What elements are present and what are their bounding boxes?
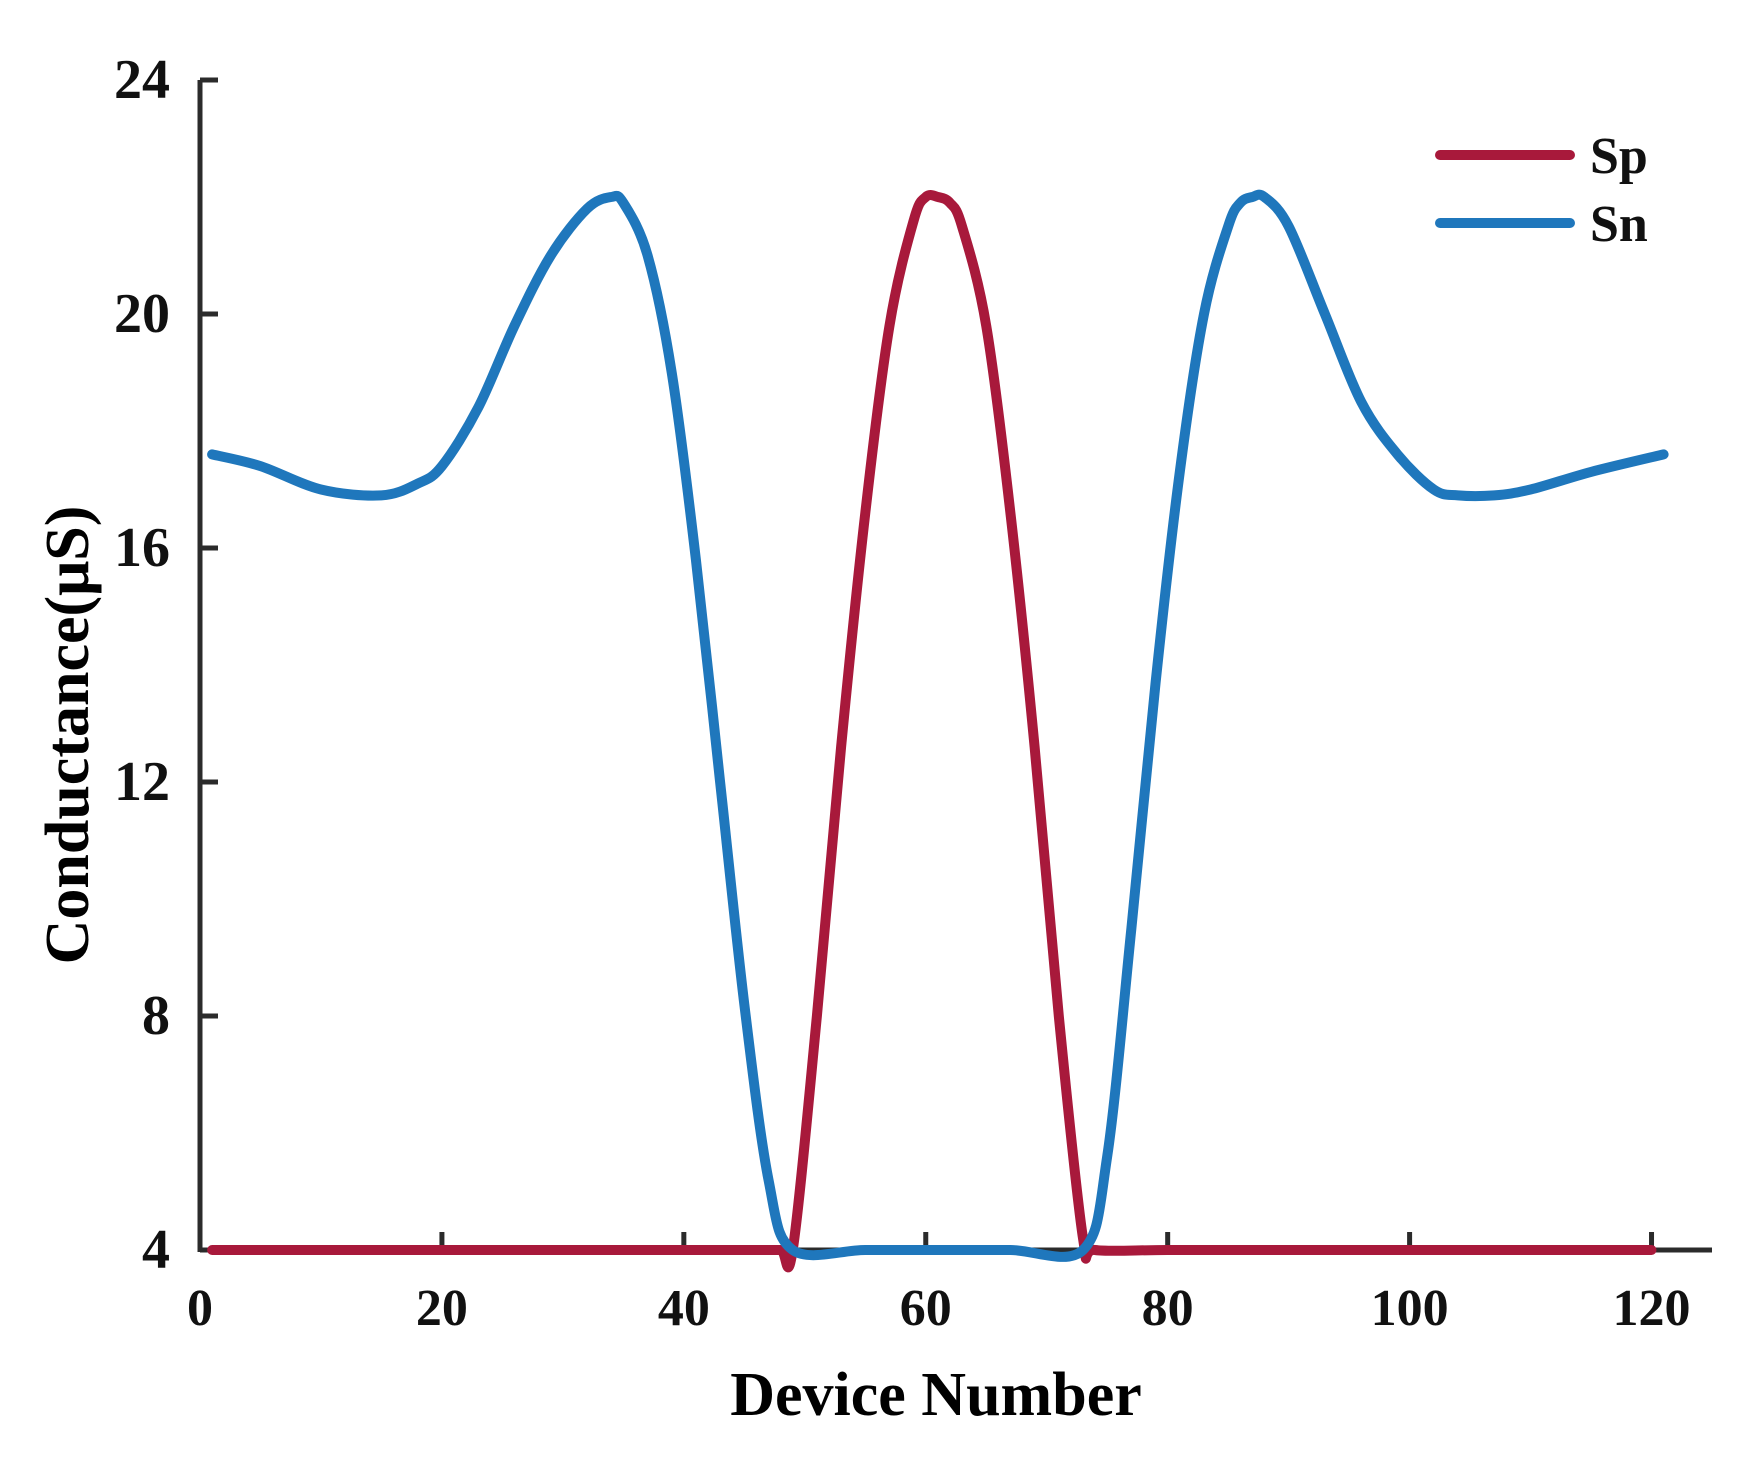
y-tick-label: 16: [114, 517, 170, 579]
y-tick-label: 20: [114, 283, 170, 345]
x-tick-label: 100: [1371, 1280, 1449, 1337]
legend-label-sp: Sp: [1590, 128, 1648, 185]
y-tick-label: 8: [142, 985, 170, 1047]
legend-label-sn: Sn: [1590, 196, 1648, 253]
y-tick-label: 4: [142, 1219, 170, 1281]
y-axis-title: Conductance(μS): [34, 506, 102, 965]
x-tick-label: 40: [658, 1280, 710, 1337]
x-tick-label: 60: [900, 1280, 952, 1337]
y-tick-label: 24: [114, 49, 170, 111]
y-tick-label: 12: [114, 751, 170, 813]
x-axis-title: Device Number: [730, 1361, 1141, 1429]
x-tick-label: 120: [1613, 1280, 1691, 1337]
x-tick-label: 20: [416, 1280, 468, 1337]
x-tick-label: 80: [1142, 1280, 1194, 1337]
x-tick-label: 0: [187, 1280, 213, 1337]
series-line-sp: [207, 190, 1657, 1273]
series-line-sn: [207, 189, 1669, 1262]
